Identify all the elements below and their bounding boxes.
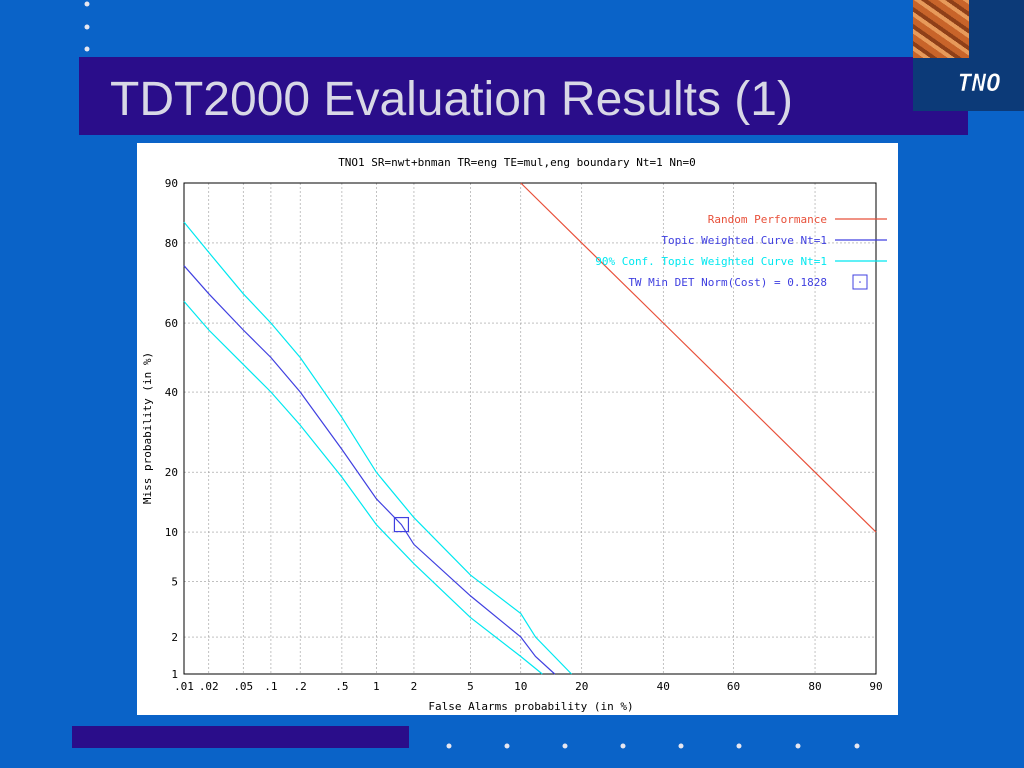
dot xyxy=(678,743,684,749)
dot xyxy=(84,24,90,30)
logo-text: TNO xyxy=(957,69,1000,97)
y-tick-label: 80 xyxy=(165,237,178,250)
chart-panel: .01 .02 .05 .1 .2 .5 1 2 5 10 20 40 60 80 90 1 2 5 10 20 40 6… xyxy=(137,143,898,715)
chart-title: TNO1 SR=nwt+bnman TR=eng TE=mul,eng boun… xyxy=(338,156,696,169)
y-tick-label: 60 xyxy=(165,317,178,330)
tno-logo-mark: TNO xyxy=(957,69,1001,98)
x-tick-label: 90 xyxy=(869,680,882,693)
x-tick-label: 60 xyxy=(727,680,740,693)
legend-swatch-dot xyxy=(859,281,861,283)
x-tick-label: 20 xyxy=(575,680,588,693)
y-tick-label: 2 xyxy=(171,631,178,644)
y-tick-label: 10 xyxy=(165,526,178,539)
x-tick-label: 5 xyxy=(467,680,474,693)
dot xyxy=(84,1,90,7)
legend-layer: Random Performance Topic Weighted Curve N… xyxy=(595,213,887,290)
y-tick-label: 1 xyxy=(171,668,178,681)
dot xyxy=(854,743,860,749)
y-tick-label: 5 xyxy=(171,575,178,588)
slide-title: TDT2000 Evaluation Results (1) xyxy=(110,73,793,126)
y-tick-label: 40 xyxy=(165,386,178,399)
x-tick-label: .2 xyxy=(294,680,307,693)
x-tick-label: 80 xyxy=(808,680,821,693)
legend-label: 90% Conf. Topic Weighted Curve Nt=1 xyxy=(595,255,827,268)
y-axis-label: Miss probability (in %) xyxy=(141,352,154,504)
x-tick-label: .5 xyxy=(335,680,348,693)
dot xyxy=(504,743,510,749)
series-layer xyxy=(183,182,877,675)
dot xyxy=(736,743,742,749)
x-tick-label: 10 xyxy=(514,680,527,693)
x-tick-label: .01 xyxy=(174,680,194,693)
bottom-bar xyxy=(72,726,409,748)
decorative-dots-top xyxy=(84,1,90,52)
legend-label: TW Min DET Norm(Cost) = 0.1828 xyxy=(628,276,827,289)
legend-label: Random Performance xyxy=(708,213,827,226)
x-axis-label: False Alarms probability (in %) xyxy=(428,700,633,713)
dot xyxy=(562,743,568,749)
ticks-layer: .01 .02 .05 .1 .2 .5 1 2 5 10 20 40 60 80 90 1 2 5 10 20 40 6… xyxy=(165,177,883,693)
dot xyxy=(84,46,90,52)
dot xyxy=(446,743,452,749)
dot xyxy=(620,743,626,749)
legend-swatch xyxy=(852,274,868,290)
x-tick-label: 2 xyxy=(411,680,418,693)
dot xyxy=(795,743,801,749)
plot-frame xyxy=(183,182,877,675)
legend-label: Topic Weighted Curve Nt=1 xyxy=(661,234,827,247)
x-tick-label: 1 xyxy=(373,680,380,693)
series-line-3 xyxy=(183,221,572,675)
x-tick-label: .02 xyxy=(199,680,219,693)
y-tick-label: 90 xyxy=(165,177,178,190)
logo-photo xyxy=(913,0,969,58)
x-tick-label: .05 xyxy=(233,680,253,693)
series-line-2 xyxy=(183,265,556,675)
x-tick-label: .1 xyxy=(264,680,277,693)
series-line-1 xyxy=(520,182,877,533)
decorative-dots-bottom xyxy=(446,743,860,749)
x-tick-label: 40 xyxy=(657,680,670,693)
grid-layer xyxy=(183,182,877,675)
title-bar xyxy=(79,57,968,135)
min-dcf-marker xyxy=(393,516,410,533)
series-line-4 xyxy=(183,301,543,675)
y-tick-label: 20 xyxy=(165,466,178,479)
det-chart: .01 .02 .05 .1 .2 .5 1 2 5 10 20 40 60 80 90 1 2 5 10 20 40 6… xyxy=(141,156,887,713)
